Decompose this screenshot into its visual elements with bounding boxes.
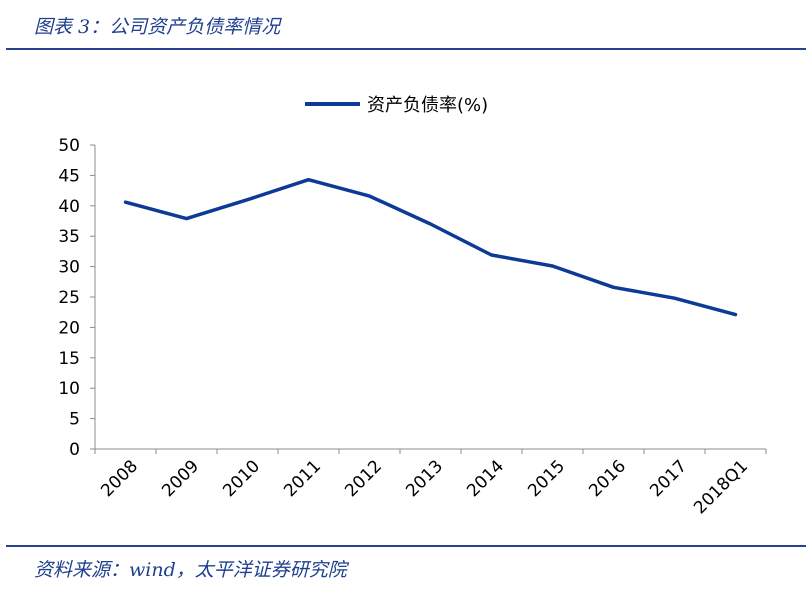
x-tick-label: 2018Q1: [690, 456, 752, 518]
x-tick-label: 2010: [219, 456, 264, 501]
x-tick-label: 2016: [585, 456, 630, 501]
x-tick-label: 2012: [341, 456, 386, 501]
legend-label: 资产负债率(%): [367, 95, 488, 116]
series-group: [123, 177, 738, 317]
y-tick-label: 50: [58, 136, 80, 156]
figure-title: 图表 3：公司资产负债率情况: [34, 16, 281, 38]
source-note: 资料来源：wind，太平洋证券研究院: [34, 559, 347, 581]
y-tick-label: 35: [58, 227, 80, 247]
header-rule: [6, 48, 806, 50]
x-tick-label: 2014: [463, 456, 508, 501]
y-tick-label: 40: [58, 197, 80, 217]
footer-rule: [6, 545, 806, 547]
x-tick-label: 2009: [158, 456, 203, 501]
y-tick-label: 45: [58, 166, 80, 186]
x-tick-label: 2011: [280, 456, 325, 501]
y-tick-label: 30: [58, 258, 80, 278]
series-line: [123, 177, 738, 317]
y-tick-label: 5: [69, 410, 80, 430]
x-tick-label: 2008: [97, 456, 142, 501]
y-tick-label: 0: [69, 440, 80, 460]
x-axis: 2008 2009 2010 2011 2012 2013 2014 2015 2016 2017…: [94, 448, 767, 518]
x-tick-label: 2017: [646, 456, 691, 501]
chart-legend: 资产负债率(%): [305, 95, 488, 116]
y-tick-label: 20: [58, 318, 80, 338]
y-tick-label: 15: [58, 349, 80, 369]
y-axis: 0 5 10 15 20 25 30 35 40 45 50: [58, 136, 96, 460]
x-tick-label: 2015: [524, 456, 569, 501]
y-tick-label: 25: [58, 288, 80, 308]
y-tick-label: 10: [58, 379, 80, 399]
x-tick-label: 2013: [402, 456, 447, 501]
